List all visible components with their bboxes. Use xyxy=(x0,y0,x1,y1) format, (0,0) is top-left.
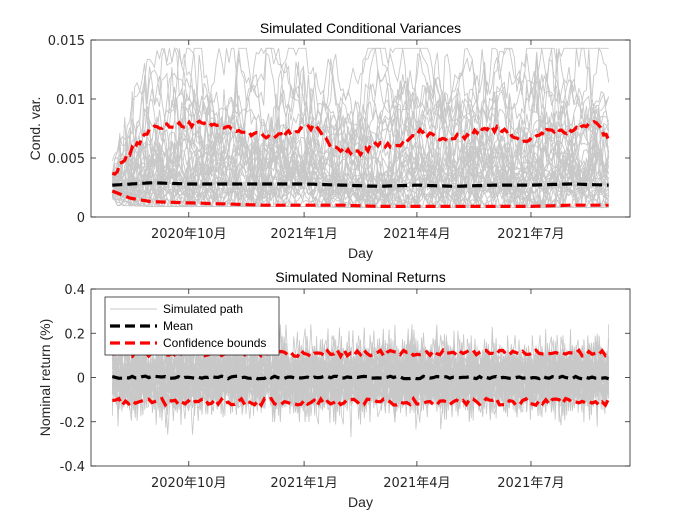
axes-box xyxy=(90,39,631,218)
simulated-paths xyxy=(111,46,610,210)
y-tick-label: 0.01 xyxy=(56,93,85,108)
confidence-bound-line xyxy=(111,189,609,208)
x-tick-label: 2021年4月 xyxy=(383,227,450,242)
chart-title: Simulated Nominal Returns xyxy=(275,269,445,285)
legend-label: Mean xyxy=(163,319,193,333)
x-tick-label: 2021年7月 xyxy=(497,476,564,491)
y-tick-label: 0.2 xyxy=(64,327,85,342)
confidence-bound-line xyxy=(112,395,611,409)
x-tick-label: 2021年1月 xyxy=(270,227,337,242)
y-tick-label: 0 xyxy=(77,211,85,226)
simulated-path xyxy=(111,67,609,207)
simulated-path xyxy=(111,47,610,209)
chart-title: Simulated Conditional Variances xyxy=(260,20,461,36)
y-tick-label: 0 xyxy=(77,372,85,387)
legend-label: Confidence bounds xyxy=(163,336,266,350)
simulated-path xyxy=(112,52,610,207)
x-tick-label: 2020年10月 xyxy=(151,476,227,491)
mean-line xyxy=(112,181,609,188)
chart-2: -0.4 -0.2 0 0.2 0.4 2020年10月 2021年1月 2021年4月 202… xyxy=(37,269,631,510)
y-tick-label: 0.4 xyxy=(64,283,85,298)
y-tick-label: -0.2 xyxy=(60,416,85,431)
y-axis-label: Nominal return (%) xyxy=(37,319,53,436)
x-axis-label: Day xyxy=(348,494,373,510)
simulated-path xyxy=(111,51,610,208)
simulated-path xyxy=(112,47,609,184)
confidence-bound-line xyxy=(111,119,611,176)
y-tick-label: 0.005 xyxy=(48,152,85,167)
x-axis-label: Day xyxy=(348,245,373,261)
y-tick-label: -0.4 xyxy=(60,460,85,475)
x-tick-label: 2020年10月 xyxy=(151,227,227,242)
x-tick-label: 2021年1月 xyxy=(270,476,337,491)
chart-1: 0 0.005 0.01 0.015 2020年10月 2021年1月 2021年4月 202… xyxy=(27,20,631,261)
y-axis-label: Cond. var. xyxy=(27,97,43,161)
y-tick-label: 0.015 xyxy=(48,34,85,49)
mean-line xyxy=(111,374,610,381)
x-tick-label: 2021年7月 xyxy=(497,227,564,242)
simulated-path xyxy=(111,330,610,416)
legend-label: Simulated path xyxy=(163,302,243,316)
simulated-path xyxy=(112,96,610,208)
x-tick-label: 2021年4月 xyxy=(383,476,450,491)
legend: Simulated path Mean Confidence bounds xyxy=(104,296,280,356)
